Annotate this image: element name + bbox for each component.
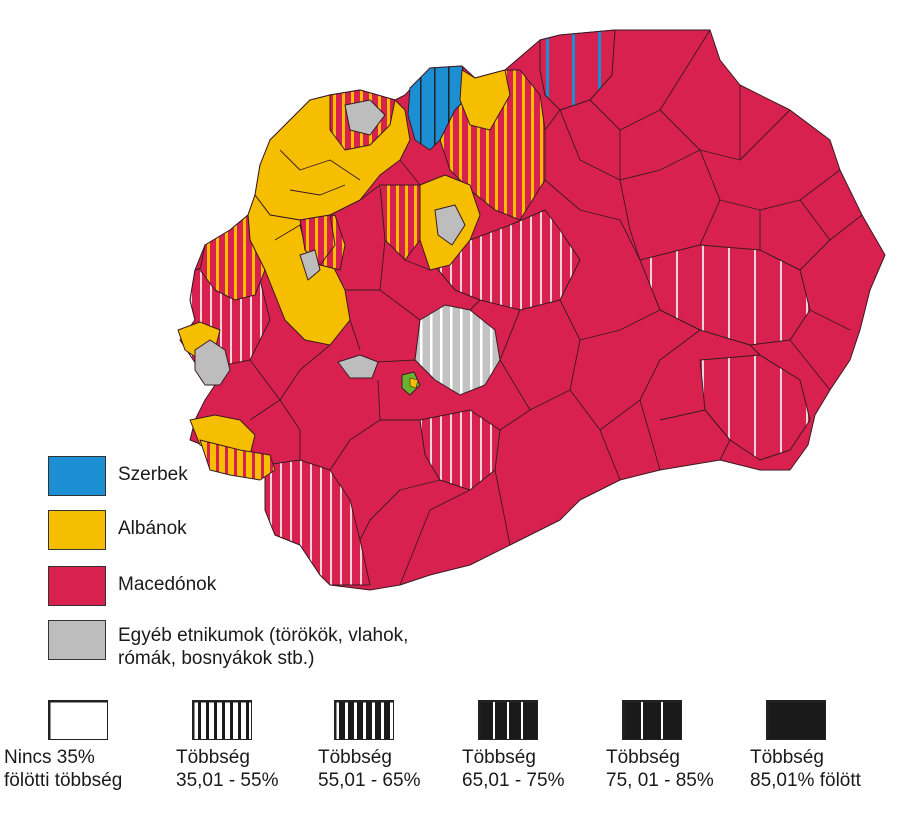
map-region-other-north: [344, 99, 386, 136]
macedonians-swatch: [48, 566, 106, 606]
scale-swatch-35-55: [192, 700, 252, 740]
legend-item-serbs: Szerbek: [48, 456, 188, 496]
map-region-albanian-striped-south: [199, 439, 276, 481]
scale-item-75-85: Többség 75, 01 - 85%: [606, 700, 756, 792]
legend-item-macedonians: Macedónok: [48, 566, 216, 606]
map-region-albanian-tetovo: [459, 69, 511, 131]
scale-swatch-75-85: [622, 700, 682, 740]
map-region-other-striped-center: [414, 304, 501, 396]
scale-label-75-85: Többség 75, 01 - 85%: [606, 747, 714, 791]
legend-label-others: Egyéb etnikumok (törökök, vlahok, rómák,…: [118, 625, 409, 669]
map-region-green-spot-yellow: [409, 377, 419, 389]
scale-item-none: Nincs 35% fölötti többség: [4, 700, 154, 792]
map-region-other-center-small: [337, 354, 379, 379]
albanians-swatch: [48, 510, 106, 550]
legend-label-serbs: Szerbek: [118, 464, 188, 485]
map-region-macedonian-striped-south: [419, 409, 501, 491]
scale-swatch-85-plus: [766, 700, 826, 740]
scale-item-65-75: Többség 65,01 - 75%: [462, 700, 612, 792]
legend-label-albanians: Albánok: [118, 518, 187, 539]
map-region-albanian-striped-west: [199, 214, 266, 301]
map-region-other-gorna: [299, 249, 321, 281]
scale-label-55-65: Többség 55,01 - 65%: [318, 747, 421, 791]
others-swatch: [48, 620, 106, 660]
legend-label-macedonians: Macedónok: [118, 574, 217, 595]
legend-item-albanians: Albánok: [48, 510, 187, 550]
legend-item-others: Egyéb etnikumok (törökök, vlahok, rómák,…: [48, 620, 408, 670]
map-region-macedonian-striped-central: [429, 209, 581, 311]
scale-item-35-55: Többség 35,01 - 55%: [176, 700, 326, 792]
scale-label-65-75: Többség 65,01 - 75%: [462, 747, 565, 791]
scale-swatch-none: [48, 700, 108, 740]
map-region-other-north2: [434, 204, 466, 246]
serbs-swatch: [48, 456, 106, 496]
scale-label-85-plus: Többség 85,01% fölött: [750, 747, 861, 791]
map-region-albanian-striped-center: [379, 184, 421, 261]
map-region-other-west: [194, 339, 231, 386]
map-region-macedonian-striped-east: [639, 244, 811, 346]
scale-swatch-55-65: [334, 700, 394, 740]
scale-item-55-65: Többség 55,01 - 65%: [318, 700, 468, 792]
scale-label-35-55: Többség 35,01 - 55%: [176, 747, 279, 791]
scale-item-85-plus: Többség 85,01% fölött: [750, 700, 900, 792]
scale-label-none: Nincs 35% fölötti többség: [4, 747, 123, 791]
map-region-macedonian-striped-southeast: [699, 354, 811, 461]
scale-swatch-65-75: [478, 700, 538, 740]
